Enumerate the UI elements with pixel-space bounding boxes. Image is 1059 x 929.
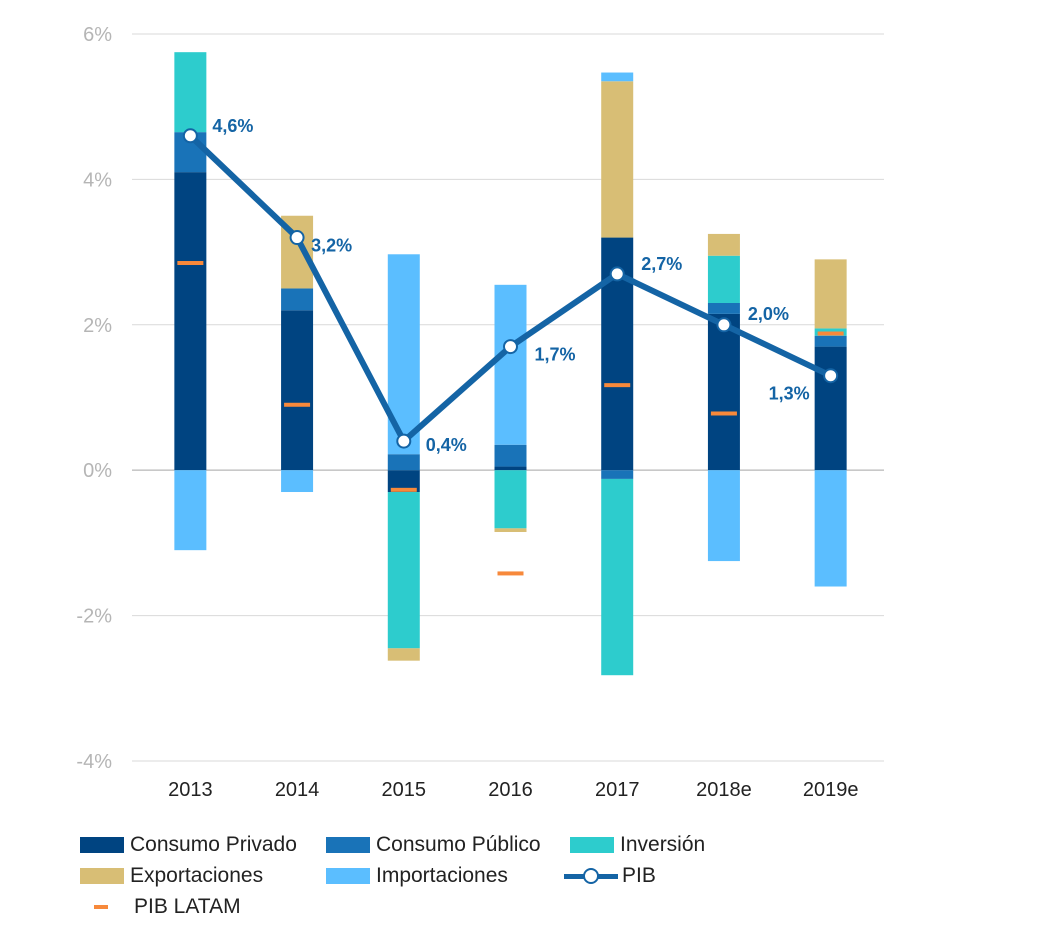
data-labels: 4,6% 3,2% 0,4% 1,7% 2,7% 2,0% 1,3%: [212, 116, 809, 455]
legend-swatch: [80, 837, 124, 853]
legend-line-swatch: [564, 868, 618, 884]
pib-point: [609, 266, 625, 282]
pib-point: [503, 339, 518, 355]
bar-segment-consumo-p-blico: [707, 302, 740, 314]
bar-segment-consumo-privado: [814, 346, 847, 471]
pib-data-label: 2,0%: [748, 304, 789, 324]
bar-segment-inversi-n: [387, 492, 420, 649]
pib-data-label: 4,6%: [212, 116, 253, 136]
x-tick-label: 2018e: [696, 779, 752, 801]
bar-segment-consumo-privado: [707, 313, 740, 471]
pib-latam-marker: [604, 383, 631, 388]
bar-segment-importaciones: [707, 470, 740, 562]
x-tick-label: 2017: [595, 779, 640, 801]
legend-label: Importaciones: [376, 864, 508, 887]
bar-segment-consumo-p-blico: [601, 470, 634, 479]
pib-point: [823, 368, 839, 384]
pib-latam-marker: [710, 411, 737, 416]
bar-segment-consumo-p-blico: [281, 288, 314, 311]
legend-label: Consumo Privado: [130, 833, 297, 856]
pib-data-label: 0,4%: [426, 435, 467, 455]
bar-segment-inversi-n: [174, 52, 207, 133]
pib-data-label: 2,7%: [641, 254, 682, 274]
legend-swatch: [570, 837, 614, 853]
pib-point: [182, 128, 198, 144]
bar-segment-importaciones: [601, 72, 634, 82]
bar-segment-exportaciones: [707, 233, 740, 256]
bar-segment-consumo-p-blico: [387, 454, 420, 471]
pib-latam-marker: [497, 571, 524, 576]
pib-data-label: 1,3%: [769, 384, 810, 404]
bar-segment-exportaciones: [814, 259, 847, 329]
legend-swatch: [80, 868, 124, 884]
bar-series: [174, 52, 847, 676]
x-tick-label: 2014: [275, 779, 320, 801]
pib-latam-marker: [284, 402, 311, 407]
pib-latam-marker: [390, 487, 417, 492]
bar-segment-inversi-n: [601, 478, 634, 676]
pib-data-label: 1,7%: [535, 345, 576, 365]
y-tick-label: -2%: [76, 606, 112, 628]
y-tick-label: -4%: [76, 751, 112, 773]
bar-segment-consumo-privado: [387, 470, 420, 493]
pib-point: [289, 230, 305, 246]
legend-circle-marker: [583, 868, 599, 884]
bar-segment-importaciones: [174, 470, 207, 551]
pib-latam-marker: [177, 261, 204, 266]
pib-latam-markers: [177, 261, 844, 576]
bar-segment-inversi-n: [707, 255, 740, 303]
y-axis: 6% 4% 2% 0% -2% -4%: [76, 24, 112, 773]
bar-segment-consumo-privado: [281, 310, 314, 471]
pib-line-series: [182, 128, 839, 449]
bar-segment-inversi-n: [494, 470, 527, 529]
bar-segment-importaciones: [814, 470, 847, 587]
pib-point: [716, 317, 732, 333]
x-tick-label: 2015: [382, 779, 427, 801]
legend-label: PIB: [622, 864, 656, 887]
chart-svg: 6% 4% 2% 0% -2% -4% 4,6% 3,2% 0,4% 1,7% 2,7% 2,0% 1…: [76, 24, 884, 801]
bar-segment-consumo-p-blico: [814, 335, 847, 347]
legend-item-consumo-privado: Consumo Privado: [80, 830, 297, 860]
legend-dash-swatch: [94, 905, 108, 909]
bar-segment-importaciones: [281, 470, 314, 493]
bar-segment-consumo-privado: [494, 466, 527, 471]
x-tick-label: 2019e: [803, 779, 859, 801]
y-tick-label: 0%: [83, 460, 112, 482]
pib-latam-marker: [817, 331, 844, 336]
x-axis: 2013 2014 2015 2016 2017 2018e 2019e: [168, 779, 858, 801]
x-tick-label: 2016: [488, 779, 533, 801]
legend-item-consumo-publico: Consumo Público: [326, 830, 541, 860]
legend-label: Inversión: [620, 833, 706, 856]
legend-swatch: [326, 837, 370, 853]
bar-segment-consumo-p-blico: [494, 444, 527, 467]
bar-segment-exportaciones: [601, 81, 634, 238]
legend-swatch: [326, 868, 370, 884]
pib-point: [396, 433, 412, 449]
legend-label: Exportaciones: [130, 864, 264, 887]
legend-item-importaciones: Importaciones: [326, 861, 508, 891]
y-tick-label: 6%: [83, 24, 112, 46]
pib-data-label: 3,2%: [311, 236, 352, 256]
bar-segment-exportaciones: [494, 528, 527, 532]
legend-label: PIB LATAM: [134, 895, 241, 918]
legend-item-inversion: Inversión: [570, 830, 705, 860]
legend-item-exportaciones: Exportaciones: [80, 861, 263, 891]
bar-segment-consumo-privado: [174, 172, 207, 471]
legend: Consumo Privado Consumo Público Inversió…: [80, 830, 980, 925]
bar-segment-exportaciones: [387, 648, 420, 661]
y-tick-label: 2%: [83, 315, 112, 337]
y-tick-label: 4%: [83, 169, 112, 191]
legend-item-pib: PIB: [564, 861, 656, 891]
legend-item-pib-latam: PIB LATAM: [80, 892, 241, 922]
x-tick-label: 2013: [168, 779, 213, 801]
bar-segment-importaciones: [494, 284, 527, 445]
legend-label: Consumo Público: [376, 833, 541, 856]
